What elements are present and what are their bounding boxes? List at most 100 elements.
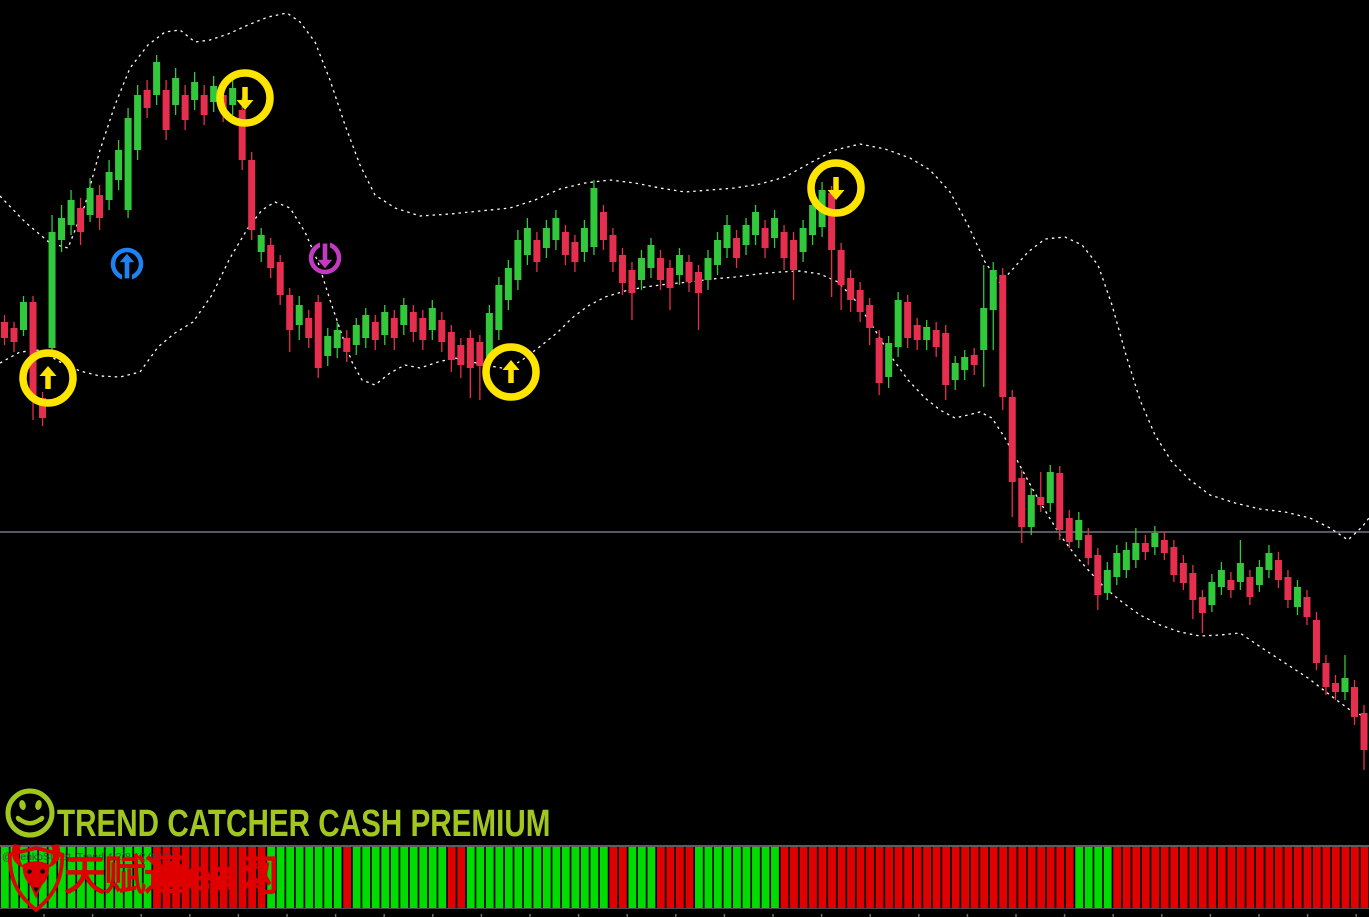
trend-bar <box>143 847 152 908</box>
trend-bar <box>1141 847 1150 908</box>
trend-bar <box>799 847 808 908</box>
trend-bar <box>1160 847 1169 908</box>
trend-bar <box>1027 847 1036 908</box>
trend-bar <box>561 847 570 908</box>
trend-bar <box>1312 847 1321 908</box>
trend-bar <box>1037 847 1046 908</box>
candle-body <box>1 322 8 338</box>
trend-bar <box>200 847 209 908</box>
trend-bar <box>115 847 123 908</box>
trend-bar <box>257 847 266 908</box>
candle-body <box>561 232 569 255</box>
trend-bar <box>191 847 199 908</box>
sell-signal-circle-icon <box>807 159 865 217</box>
trend-bar <box>1303 847 1312 908</box>
candle-body <box>1217 570 1225 587</box>
arrow-head <box>119 253 135 263</box>
candle-body <box>1236 563 1244 582</box>
trend-bar <box>1151 847 1160 908</box>
candle-body <box>714 240 722 265</box>
trend-bar <box>790 847 798 908</box>
trend-bar <box>980 847 989 908</box>
trend-bar <box>951 847 960 908</box>
arrow-head <box>827 190 845 200</box>
trend-bar <box>314 847 323 908</box>
trend-bar <box>1179 847 1188 908</box>
trend-bar <box>276 847 285 908</box>
candle-body <box>904 302 912 338</box>
candle-body <box>656 258 664 280</box>
trend-bar <box>457 847 466 908</box>
candle-body <box>999 275 1007 397</box>
candle-body <box>675 255 683 275</box>
buy-signal-circle-icon <box>19 349 77 407</box>
candle-body <box>504 268 512 300</box>
candle-body <box>248 160 256 230</box>
trend-bar <box>752 847 760 908</box>
candle-body <box>381 312 389 335</box>
trend-bar <box>1274 847 1283 908</box>
trend-bar <box>1331 847 1340 908</box>
bollinger-upper-band <box>0 12 1369 541</box>
arrow-head <box>39 366 57 376</box>
trend-bar <box>1293 847 1302 908</box>
time-axis[interactable] <box>0 908 1369 917</box>
candle-body <box>723 225 731 248</box>
candle-body <box>951 363 959 380</box>
candle-body <box>1322 663 1330 687</box>
trend-bar <box>1122 847 1131 908</box>
candle-body <box>1160 540 1168 553</box>
trend-bar <box>267 847 276 908</box>
trend-bar <box>637 847 646 908</box>
candle-body <box>628 270 636 293</box>
trend-bar <box>523 847 532 908</box>
candle-body <box>495 285 503 330</box>
trend-bar <box>343 847 352 908</box>
candle-body <box>809 205 817 235</box>
trend-bar <box>875 847 884 908</box>
trend-bar <box>286 847 295 908</box>
trend-bar <box>999 847 1008 908</box>
price-chart[interactable] <box>0 0 1369 845</box>
trend-bar <box>381 847 390 908</box>
trend-indicator-window[interactable] <box>0 847 1369 908</box>
indicator-label: @RenkoStreet_Trend 4.2(8,12,9000) <box>2 851 176 863</box>
trend-bar <box>1360 847 1369 908</box>
trend-bar <box>1113 847 1122 908</box>
candle-body <box>153 62 161 95</box>
trend-bar <box>1198 847 1207 908</box>
trend-bar <box>771 847 779 908</box>
trend-bar <box>172 847 180 908</box>
candle-body <box>428 308 436 330</box>
candle-body <box>1360 713 1368 750</box>
trend-bar <box>96 847 104 908</box>
trend-bar <box>809 847 817 908</box>
trend-bar <box>504 847 513 908</box>
candle-body <box>1075 520 1083 540</box>
candle-body <box>181 95 189 120</box>
trend-bar <box>514 847 523 908</box>
candle-body <box>514 240 522 280</box>
trend-bar <box>181 847 190 908</box>
candle-body <box>86 188 94 215</box>
trend-bar <box>1056 847 1065 908</box>
trend-bar <box>67 847 76 908</box>
trend-bar <box>618 847 627 908</box>
trend-bar <box>932 847 941 908</box>
candle-body <box>637 258 645 280</box>
candle-body <box>580 228 588 252</box>
trend-bar <box>77 847 85 908</box>
candle-body <box>1189 573 1197 600</box>
trend-bar <box>219 847 228 908</box>
candle-body <box>923 327 931 340</box>
candle-body <box>1312 620 1320 663</box>
arrow-head <box>236 100 254 110</box>
trend-bar <box>590 847 599 908</box>
candle-body <box>894 300 902 347</box>
candle-body <box>1274 560 1282 580</box>
candle-body <box>58 218 66 240</box>
trend-bar <box>894 847 903 908</box>
trend-bar <box>647 847 656 908</box>
trend-bar <box>1103 847 1112 908</box>
trend-bar <box>324 847 333 908</box>
